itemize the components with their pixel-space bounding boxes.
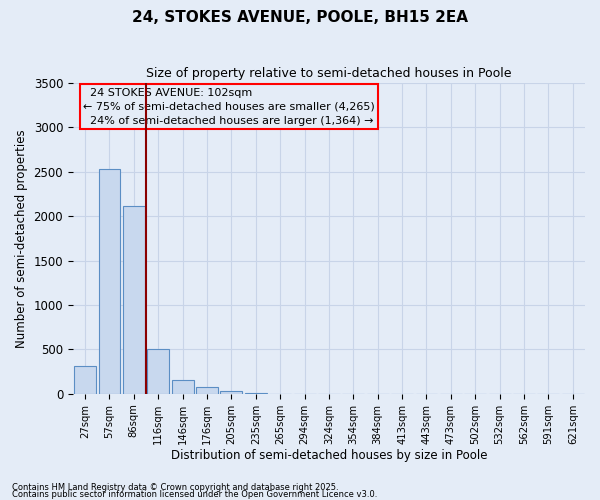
Text: Contains HM Land Registry data © Crown copyright and database right 2025.: Contains HM Land Registry data © Crown c… <box>12 484 338 492</box>
Bar <box>172 380 194 394</box>
Bar <box>123 206 145 394</box>
Text: 24, STOKES AVENUE, POOLE, BH15 2EA: 24, STOKES AVENUE, POOLE, BH15 2EA <box>132 10 468 25</box>
Bar <box>74 366 96 394</box>
X-axis label: Distribution of semi-detached houses by size in Poole: Distribution of semi-detached houses by … <box>171 450 487 462</box>
Bar <box>196 387 218 394</box>
Bar <box>98 169 121 394</box>
Y-axis label: Number of semi-detached properties: Number of semi-detached properties <box>15 129 28 348</box>
Text: Contains public sector information licensed under the Open Government Licence v3: Contains public sector information licen… <box>12 490 377 499</box>
Title: Size of property relative to semi-detached houses in Poole: Size of property relative to semi-detach… <box>146 68 512 80</box>
Bar <box>220 391 242 394</box>
Bar <box>147 348 169 394</box>
Text: 24 STOKES AVENUE: 102sqm
← 75% of semi-detached houses are smaller (4,265)
  24%: 24 STOKES AVENUE: 102sqm ← 75% of semi-d… <box>83 88 375 126</box>
